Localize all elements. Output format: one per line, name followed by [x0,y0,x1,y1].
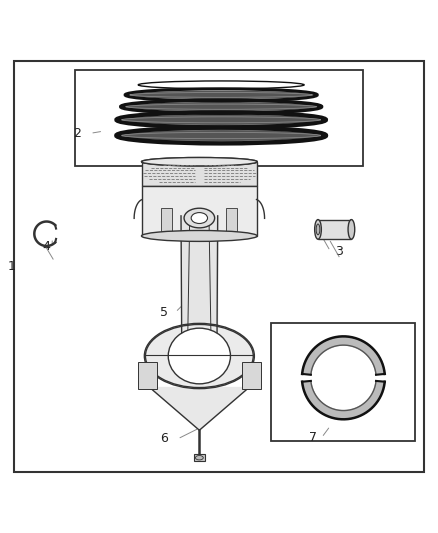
Bar [226,208,237,236]
Ellipse shape [145,324,254,389]
Ellipse shape [141,230,257,241]
Ellipse shape [141,158,257,166]
Ellipse shape [184,208,215,228]
Bar [75,70,363,166]
Ellipse shape [195,456,203,460]
Ellipse shape [117,130,326,141]
Polygon shape [302,381,385,419]
Text: 7: 7 [309,431,317,444]
Bar [318,220,351,239]
Ellipse shape [348,220,355,239]
Text: 3: 3 [335,245,343,258]
Ellipse shape [141,158,257,166]
Text: 4: 4 [42,240,50,253]
Ellipse shape [121,102,321,111]
Polygon shape [302,336,385,375]
Ellipse shape [191,213,208,223]
Ellipse shape [314,220,321,239]
Bar [194,454,205,461]
Polygon shape [150,387,249,430]
Text: 5: 5 [160,306,169,319]
Ellipse shape [145,325,253,387]
Ellipse shape [125,91,317,99]
Ellipse shape [316,224,320,235]
Bar [141,161,257,185]
Text: 6: 6 [160,432,168,446]
Ellipse shape [117,115,326,125]
Text: 2: 2 [73,127,81,140]
Bar [141,185,257,236]
Text: 1: 1 [8,260,15,273]
Bar [242,361,261,390]
Bar [138,361,157,390]
Bar [272,323,416,441]
Bar [162,208,173,236]
Ellipse shape [168,328,230,384]
